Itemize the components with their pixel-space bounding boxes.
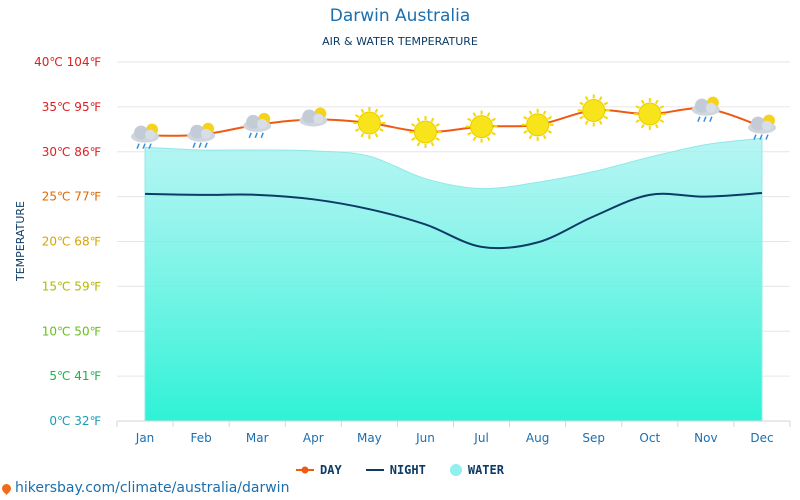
x-tick-label: Feb [191, 431, 212, 445]
y-tick-label: 20℃ 68℉ [42, 235, 101, 249]
sun-icon [353, 107, 386, 140]
x-tick-label: Oct [639, 431, 660, 445]
y-tick-label: 10℃ 50℉ [42, 324, 101, 338]
x-tick-label: Mar [246, 431, 269, 445]
x-tick-label: Jun [415, 431, 435, 445]
legend-day-swatch [296, 466, 315, 474]
x-tick-label: May [357, 431, 382, 445]
source-text: hikersbay.com/climate/australia/darwin [15, 480, 290, 496]
y-tick-label: 35℃ 95℉ [42, 100, 101, 114]
y-tick-label: 25℃ 77℉ [42, 190, 101, 204]
source-link[interactable]: hikersbay.com/climate/australia/darwin [0, 480, 290, 496]
x-tick-label: Jan [135, 431, 155, 445]
x-tick-label: Apr [303, 431, 324, 445]
location-pin-icon [0, 481, 13, 495]
x-tick-label: Dec [750, 431, 773, 445]
chart-title: Darwin Australia [329, 6, 471, 26]
y-tick-label: 5℃ 41℉ [49, 369, 101, 383]
chart-subtitle: AIR & WATER TEMPERATURE [322, 35, 478, 48]
night-line [145, 192, 763, 250]
cloud-rain-sun-icon [691, 96, 720, 122]
y-tick-label: 0℃ 32℉ [49, 414, 101, 428]
x-tick-label: Jul [473, 431, 488, 445]
legend-day-label: DAY [320, 463, 342, 477]
legend: DAY NIGHT WATER [0, 463, 800, 477]
legend-item-day[interactable]: DAY [296, 463, 342, 477]
legend-item-water[interactable]: WATER [449, 463, 504, 477]
y-tick-label: 15℃ 59℉ [42, 279, 101, 293]
cloud-rain-sun-icon [131, 123, 160, 149]
water-area [144, 137, 763, 422]
legend-water-swatch [449, 464, 462, 476]
day-line [145, 107, 763, 137]
cloud-rain-sun-icon [243, 112, 272, 139]
legend-item-night[interactable]: NIGHT [365, 463, 426, 477]
x-tick-label: Nov [694, 431, 717, 445]
legend-water-label: WATER [467, 463, 504, 477]
cloud-rain-sun-icon [747, 114, 776, 140]
sun-icon [633, 98, 666, 131]
y-tick-label: 30℃ 86℉ [42, 145, 101, 159]
x-tick-label: Sep [582, 431, 605, 445]
cloud-rain-sun-icon [187, 122, 216, 148]
y-axis-title: TEMPERATURE [14, 201, 27, 282]
x-tick-label: Aug [526, 431, 549, 445]
y-tick-label: 40℃ 104℉ [34, 55, 101, 69]
sun-icon [577, 94, 610, 127]
sun-icon [465, 110, 498, 143]
sun-icon [409, 116, 442, 149]
legend-night-swatch [365, 469, 384, 471]
legend-night-label: NIGHT [389, 463, 426, 477]
sun-icon [521, 108, 554, 141]
cloud-sun-icon [299, 107, 328, 127]
